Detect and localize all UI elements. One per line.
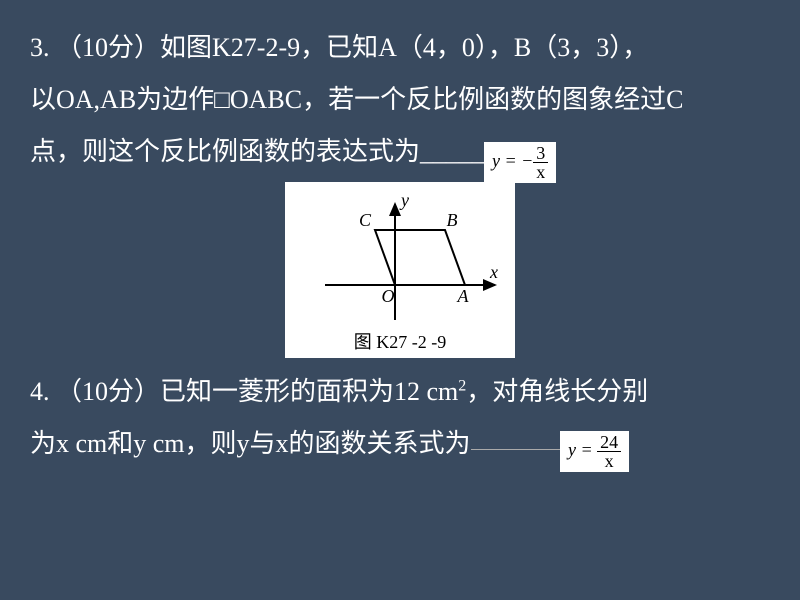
figure-k27-2-9: x y O A B C 图 K27 -2 -9	[285, 182, 515, 358]
p4-line2: 为x cm和y cm，则y与x的函数关系式为 y = 24x .	[30, 418, 770, 470]
p3-den: x	[533, 163, 548, 181]
p3-points: （10分）	[56, 33, 160, 62]
p4-points: （10分）	[56, 377, 160, 406]
p3-answer: y = −3x	[484, 142, 556, 183]
figure-wrap: x y O A B C 图 K27 -2 -9	[30, 182, 770, 358]
label-B: B	[447, 210, 458, 230]
p3-answer-prefix: y = −	[492, 150, 533, 170]
label-C: C	[359, 210, 372, 230]
figure-caption: 图 K27 -2 -9	[295, 332, 505, 354]
p4-line1: 4. （10分）已知一菱形的面积为12 cm2，对角线长分别	[30, 366, 770, 418]
fraction: 3x	[533, 144, 548, 181]
p3-number: 3.	[30, 33, 56, 62]
p4-text1b: ，对角线长分别	[466, 377, 648, 406]
p3-num: 3	[533, 144, 548, 163]
p3-text2: 以OA,AB为边作□OABC，若一个反比例函数的图象经过C	[30, 85, 683, 114]
label-x: x	[489, 262, 498, 282]
p4-number: 4.	[30, 377, 56, 406]
fraction: 24x	[597, 433, 621, 470]
parallelogram-diagram: x y O A B C	[295, 190, 505, 330]
p4-den: x	[597, 452, 621, 470]
p4-num: 24	[597, 433, 621, 452]
p3-line1: 3. （10分）如图K27-2-9，已知A（4，0），B（3，3），	[30, 22, 770, 74]
p3-line3: 点，则这个反比例函数的表达式为______ y = −3x	[30, 126, 770, 178]
p3-line2: 以OA,AB为边作□OABC，若一个反比例函数的图象经过C	[30, 74, 770, 126]
parallelogram-oabc	[375, 230, 465, 285]
problem-4: 4. （10分）已知一菱形的面积为12 cm2，对角线长分别 为x cm和y c…	[30, 366, 770, 470]
p4-answer: y = 24x	[560, 431, 629, 472]
p4-answer-prefix: y =	[568, 440, 597, 460]
p4-text2: 为x cm和y cm，则y与x的函数关系式为	[30, 429, 471, 458]
label-y: y	[399, 190, 409, 210]
label-O: O	[382, 286, 395, 306]
p3-text1: 如图K27-2-9，已知A（4，0），B（3，3），	[160, 33, 648, 62]
p4-text1: 已知一菱形的面积为12 cm	[160, 377, 458, 406]
label-A: A	[457, 286, 470, 306]
problem-3: 3. （10分）如图K27-2-9，已知A（4，0），B（3，3）， 以OA,A…	[30, 22, 770, 178]
p3-text3: 点，则这个反比例函数的表达式为	[30, 137, 420, 166]
